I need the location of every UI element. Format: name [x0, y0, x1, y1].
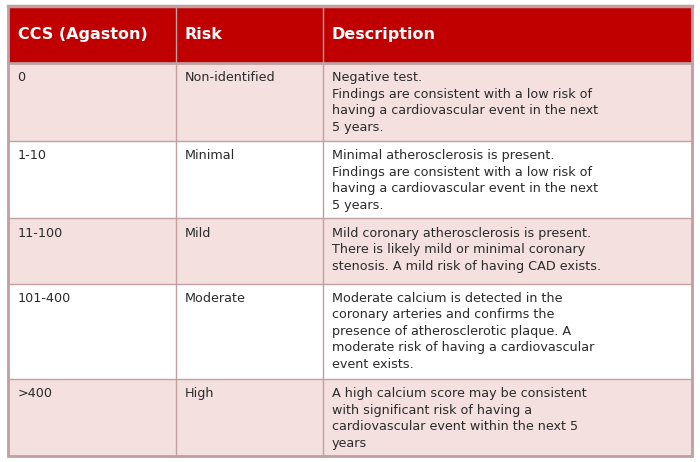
- Bar: [176, 6, 323, 63]
- Bar: [8, 63, 176, 141]
- Text: >400: >400: [18, 387, 52, 400]
- Text: CCS (Agaston): CCS (Agaston): [18, 27, 147, 42]
- Text: Negative test.
Findings are consistent with a low risk of
having a cardiovascula: Negative test. Findings are consistent w…: [332, 72, 598, 134]
- Text: 11-100: 11-100: [18, 227, 63, 240]
- Bar: [176, 141, 323, 219]
- Bar: [176, 63, 323, 141]
- Text: Moderate calcium is detected in the
coronary arteries and confirms the
presence : Moderate calcium is detected in the coro…: [332, 292, 594, 371]
- Text: Non-identified: Non-identified: [185, 72, 276, 85]
- Text: 101-400: 101-400: [18, 292, 71, 305]
- Text: Mild coronary atherosclerosis is present.
There is likely mild or minimal corona: Mild coronary atherosclerosis is present…: [332, 227, 601, 273]
- Bar: [176, 219, 323, 284]
- Text: A high calcium score may be consistent
with significant risk of having a
cardiov: A high calcium score may be consistent w…: [332, 387, 587, 450]
- Bar: [323, 219, 692, 284]
- Text: 1-10: 1-10: [18, 149, 46, 162]
- Bar: [8, 6, 176, 63]
- Bar: [8, 141, 176, 219]
- Text: 0: 0: [18, 72, 26, 85]
- Bar: [8, 219, 176, 284]
- Text: Minimal atherosclerosis is present.
Findings are consistent with a low risk of
h: Minimal atherosclerosis is present. Find…: [332, 149, 598, 212]
- Bar: [323, 63, 692, 141]
- Text: Moderate: Moderate: [185, 292, 246, 305]
- Text: Risk: Risk: [185, 27, 223, 42]
- Text: Description: Description: [332, 27, 436, 42]
- Text: High: High: [185, 387, 214, 400]
- Bar: [176, 379, 323, 456]
- Bar: [323, 379, 692, 456]
- Bar: [323, 141, 692, 219]
- Bar: [8, 379, 176, 456]
- Bar: [8, 284, 176, 379]
- Text: Minimal: Minimal: [185, 149, 235, 162]
- Bar: [176, 284, 323, 379]
- Bar: [323, 284, 692, 379]
- Bar: [323, 6, 692, 63]
- Text: Mild: Mild: [185, 227, 211, 240]
